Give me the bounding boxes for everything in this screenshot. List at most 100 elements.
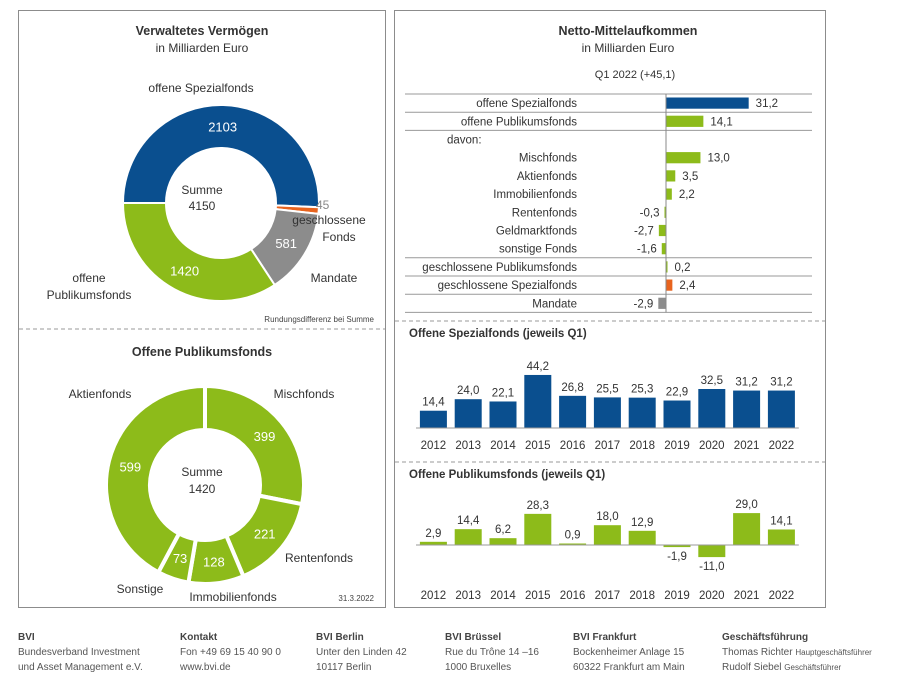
spezial-year-2019: 2019 — [664, 440, 690, 452]
hbar-label-rentenfonds: Rentenfonds — [512, 207, 577, 219]
assets-center-label: Summe — [181, 183, 223, 197]
publikum-bar-2021 — [733, 513, 761, 545]
footer-contact: Kontakt Fon +49 69 15 40 90 0 www.bvi.de — [180, 630, 281, 675]
hbar-label-geschlossene-spezialfonds: geschlossene Spezialfonds — [438, 280, 578, 292]
hbar-geldmarktfonds — [658, 224, 666, 237]
publikum-year-2019: 2019 — [664, 590, 690, 602]
spezial-value-2017: 25,5 — [596, 383, 618, 395]
spezial-bar-2016 — [559, 395, 587, 428]
spezial-title: Offene Spezialfonds (jeweils Q1) — [409, 328, 587, 340]
flows-title: Netto-Mittelaufkommen — [559, 24, 698, 38]
label-offene-spezialfonds: offene Spezialfonds — [148, 81, 253, 95]
publikum-value-2020: -11,0 — [699, 561, 724, 573]
spezial-bar-2018 — [628, 397, 656, 428]
hbar-label-immobilienfonds: Immobilienfonds — [493, 189, 577, 201]
footer-frankfurt-line1: Bockenheimer Anlage 15 — [573, 647, 685, 658]
hbar-label-geschlossene-publikumsfonds: geschlossene Publikumsfonds — [422, 262, 577, 274]
publikum-value-2016: 0,9 — [565, 530, 581, 542]
spezial-bar-chart: 14,4 2012 24,0 2013 22,1 2014 44,2 2015 26,8 2016… — [416, 361, 799, 452]
label-geschlossene-fonds-2: Fonds — [322, 230, 355, 244]
left-panel-svg: Verwaltetes Vermögen in Milliarden Euro … — [19, 24, 385, 604]
publikum-bar-2022 — [767, 529, 795, 545]
publikum-bar-2019 — [663, 545, 691, 548]
footer-frankfurt-line2: 60322 Frankfurt am Main — [573, 662, 685, 673]
spezial-value-2014: 22,1 — [492, 387, 514, 399]
publikum-bar-2015 — [524, 513, 552, 545]
footer-bvi-head: BVI — [18, 632, 35, 643]
publikum-bar-2013 — [454, 529, 482, 545]
publikum-bar-2014 — [489, 538, 517, 545]
publikum-bar-2017 — [593, 525, 621, 545]
footer-management-name1: Thomas Richter — [722, 647, 793, 658]
label-offene-publikumsfonds-2: Publikumsfonds — [47, 288, 132, 302]
slice-value-mischfonds: 399 — [254, 429, 276, 444]
assets-donut: 2103 45 581 1420 — [121, 104, 330, 302]
footer-berlin-line1: Unter den Linden 42 — [316, 647, 407, 658]
footer-brussels: BVI Brüssel Rue du Trône 14 –16 1000 Bru… — [445, 630, 539, 675]
slice-value-geschlossene-fonds: 45 — [316, 198, 330, 212]
footer-management-role1: Hauptgeschäftsführer — [795, 648, 872, 657]
label-aktienfonds: Aktienfonds — [69, 387, 132, 401]
hbar-label-sonstige-fonds: sonstige Fonds — [499, 244, 577, 256]
hbar-value-rentenfonds: -0,3 — [640, 207, 660, 219]
hbar-value-geschlossene-publikumsfonds: 0,2 — [675, 262, 691, 274]
publikum-bar-chart: 2,9 2012 14,4 2013 6,2 2014 28,3 2015 0,9 2016 18,… — [416, 499, 799, 602]
hbar-label-offene-publikumsfonds: offene Publikumsfonds — [461, 116, 577, 128]
hbar-value-mischfonds: 13,0 — [707, 153, 729, 165]
publikum-value-2017: 18,0 — [596, 511, 618, 523]
publikum-year-2013: 2013 — [455, 590, 481, 602]
slice-mischfonds — [203, 383, 306, 507]
footer-bvi: BVI Bundesverband Investment und Asset M… — [18, 630, 143, 675]
spezial-value-2022: 31,2 — [770, 377, 792, 389]
footer-contact-web[interactable]: www.bvi.de — [180, 662, 231, 673]
publikum-year-2016: 2016 — [560, 590, 586, 602]
publikum-year-2022: 2022 — [769, 590, 795, 602]
spezial-bar-2022 — [767, 390, 795, 428]
label-rentenfonds: Rentenfonds — [285, 551, 353, 565]
public-funds-title: Offene Publikumsfonds — [132, 345, 272, 359]
label-mischfonds: Mischfonds — [274, 387, 335, 401]
footer-management: Geschäftsführung Thomas Richter Hauptges… — [722, 630, 872, 675]
spezial-bar-2012 — [419, 410, 447, 428]
slice-value-sonstige: 73 — [173, 551, 187, 566]
hbar-immobilienfonds — [666, 188, 672, 200]
hbar-value-geldmarktfonds: -2,7 — [634, 226, 654, 238]
publikum-year-2020: 2020 — [699, 590, 725, 602]
spezial-year-2014: 2014 — [490, 440, 516, 452]
spezial-value-2019: 22,9 — [666, 387, 688, 399]
hbar-offene-publikumsfonds — [666, 115, 704, 127]
publikum-value-2015: 28,3 — [527, 500, 549, 512]
footer-berlin-line2: 10117 Berlin — [316, 662, 372, 673]
spezial-year-2012: 2012 — [421, 440, 447, 452]
public-center-value: 1420 — [189, 482, 216, 496]
footer-management-role2: Geschäftsführer — [784, 663, 842, 672]
publikum-year-2012: 2012 — [421, 590, 447, 602]
publikum-value-2014: 6,2 — [495, 524, 511, 536]
spezial-bar-2021 — [733, 390, 761, 428]
label-mandate: Mandate — [311, 271, 358, 285]
label-offene-publikumsfonds-1: offene — [72, 271, 105, 285]
slice-value-aktienfonds: 599 — [119, 459, 141, 474]
hbar-geschlossene-publikumsfonds — [666, 261, 668, 273]
footer-berlin: BVI Berlin Unter den Linden 42 10117 Ber… — [316, 630, 407, 675]
spezial-year-2018: 2018 — [629, 440, 655, 452]
hbar-label-geldmarktfonds: Geldmarktfonds — [496, 226, 577, 238]
hbar-geschlossene-spezialfonds — [666, 279, 673, 291]
slice-value-immobilienfonds: 128 — [203, 554, 225, 569]
label-geschlossene-fonds-1: geschlossene — [292, 213, 366, 227]
spezial-year-2021: 2021 — [734, 440, 760, 452]
footer-management-name2: Rudolf Siebel — [722, 662, 782, 673]
spezial-year-2015: 2015 — [525, 440, 551, 452]
spezial-year-2022: 2022 — [769, 440, 795, 452]
hbar-value-offene-spezialfonds: 31,2 — [756, 98, 778, 110]
spezial-bar-2015 — [524, 374, 552, 428]
spezial-value-2021: 31,2 — [735, 377, 757, 389]
hbar-value-sonstige-fonds: -1,6 — [637, 244, 657, 256]
hbar-offene-spezialfonds — [666, 97, 749, 109]
footer-contact-phone: Fon +49 69 15 40 90 0 — [180, 647, 281, 658]
spezial-bar-2014 — [489, 401, 517, 428]
spezial-value-2018: 25,3 — [631, 384, 653, 396]
spezial-year-2013: 2013 — [455, 440, 481, 452]
hbar-mischfonds — [666, 152, 701, 164]
publikum-value-2021: 29,0 — [735, 499, 757, 511]
